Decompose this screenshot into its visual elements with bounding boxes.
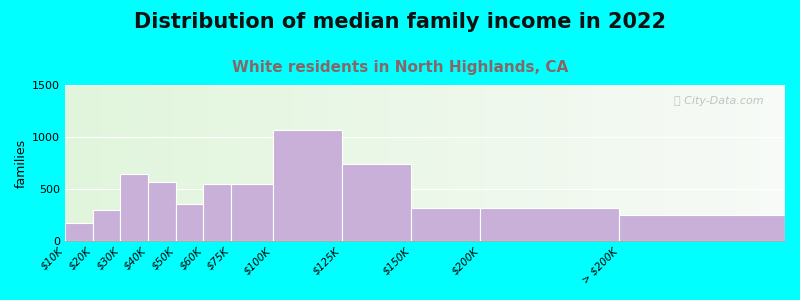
Bar xyxy=(773,85,785,241)
Bar xyxy=(569,85,581,241)
Bar xyxy=(233,85,245,241)
Text: Distribution of median family income in 2022: Distribution of median family income in … xyxy=(134,12,666,32)
Bar xyxy=(176,204,203,241)
Bar xyxy=(557,85,569,241)
Bar xyxy=(273,130,342,241)
Bar xyxy=(593,85,605,241)
Bar xyxy=(653,85,665,241)
Bar xyxy=(121,175,148,241)
Bar xyxy=(689,85,701,241)
Bar xyxy=(497,85,509,241)
Bar xyxy=(148,182,176,241)
Bar xyxy=(485,85,497,241)
Y-axis label: families: families xyxy=(15,139,28,188)
Text: ⓘ City-Data.com: ⓘ City-Data.com xyxy=(674,96,763,106)
Bar xyxy=(89,85,101,241)
Bar xyxy=(411,208,480,241)
Bar xyxy=(342,164,411,241)
Bar xyxy=(281,85,293,241)
Bar xyxy=(329,85,341,241)
Bar xyxy=(605,85,617,241)
Bar xyxy=(581,85,593,241)
Bar xyxy=(377,85,389,241)
Bar xyxy=(480,208,619,241)
Bar xyxy=(449,85,461,241)
Text: White residents in North Highlands, CA: White residents in North Highlands, CA xyxy=(232,60,568,75)
Bar xyxy=(641,85,653,241)
Bar xyxy=(257,85,269,241)
Bar xyxy=(413,85,425,241)
Bar xyxy=(545,85,557,241)
Bar xyxy=(101,85,113,241)
Bar xyxy=(425,85,437,241)
Bar xyxy=(401,85,413,241)
Bar xyxy=(65,85,77,241)
Bar xyxy=(77,85,89,241)
Bar xyxy=(617,85,629,241)
Bar xyxy=(65,223,93,241)
Bar xyxy=(737,85,749,241)
Bar xyxy=(269,85,281,241)
Bar xyxy=(173,85,185,241)
Bar xyxy=(713,85,725,241)
Bar xyxy=(521,85,533,241)
Bar xyxy=(185,85,197,241)
Bar xyxy=(701,85,713,241)
Bar xyxy=(137,85,149,241)
Bar xyxy=(341,85,353,241)
Bar xyxy=(389,85,401,241)
Bar xyxy=(197,85,209,241)
Bar xyxy=(149,85,161,241)
Bar xyxy=(749,85,761,241)
Bar xyxy=(125,85,137,241)
Bar xyxy=(629,85,641,241)
Bar xyxy=(113,85,125,241)
Bar xyxy=(293,85,305,241)
Bar xyxy=(473,85,485,241)
Bar xyxy=(231,184,273,241)
Bar xyxy=(677,85,689,241)
Bar xyxy=(533,85,545,241)
Bar xyxy=(437,85,449,241)
Bar xyxy=(161,85,173,241)
Bar xyxy=(93,210,121,241)
Bar xyxy=(461,85,473,241)
Bar xyxy=(305,85,317,241)
Bar xyxy=(203,184,231,241)
Bar xyxy=(245,85,257,241)
Bar xyxy=(353,85,365,241)
Bar xyxy=(761,85,773,241)
Bar xyxy=(619,214,785,241)
Bar xyxy=(209,85,221,241)
Bar xyxy=(317,85,329,241)
Bar xyxy=(509,85,521,241)
Bar xyxy=(221,85,233,241)
Bar xyxy=(365,85,377,241)
Bar xyxy=(725,85,737,241)
Bar xyxy=(665,85,677,241)
